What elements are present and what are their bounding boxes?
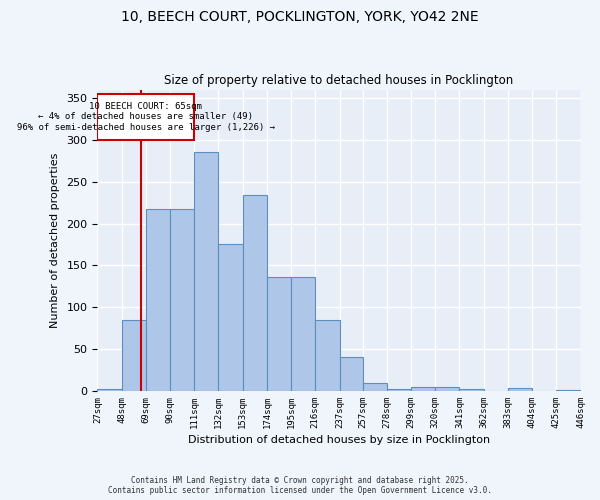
Bar [387, 390, 411, 391]
Bar [508, 388, 532, 391]
Bar [411, 387, 435, 391]
Bar [460, 390, 484, 391]
FancyBboxPatch shape [97, 94, 194, 140]
Bar [435, 387, 460, 391]
Text: Contains HM Land Registry data © Crown copyright and database right 2025.
Contai: Contains HM Land Registry data © Crown c… [108, 476, 492, 495]
Text: 10, BEECH COURT, POCKLINGTON, YORK, YO42 2NE: 10, BEECH COURT, POCKLINGTON, YORK, YO42… [121, 10, 479, 24]
Bar [340, 358, 362, 391]
Text: 10 BEECH COURT: 65sqm
← 4% of detached houses are smaller (49)
96% of semi-detac: 10 BEECH COURT: 65sqm ← 4% of detached h… [17, 102, 275, 132]
Bar [242, 195, 267, 391]
Bar [218, 244, 242, 391]
X-axis label: Distribution of detached houses by size in Pocklington: Distribution of detached houses by size … [188, 435, 490, 445]
Y-axis label: Number of detached properties: Number of detached properties [50, 152, 59, 328]
Bar [291, 277, 316, 391]
Bar [194, 152, 218, 391]
Bar [122, 320, 146, 391]
Title: Size of property relative to detached houses in Pocklington: Size of property relative to detached ho… [164, 74, 514, 87]
Bar [146, 210, 170, 391]
Bar [267, 277, 291, 391]
Bar [97, 390, 122, 391]
Bar [556, 390, 581, 391]
Bar [316, 320, 340, 391]
Bar [170, 210, 194, 391]
Bar [362, 382, 387, 391]
